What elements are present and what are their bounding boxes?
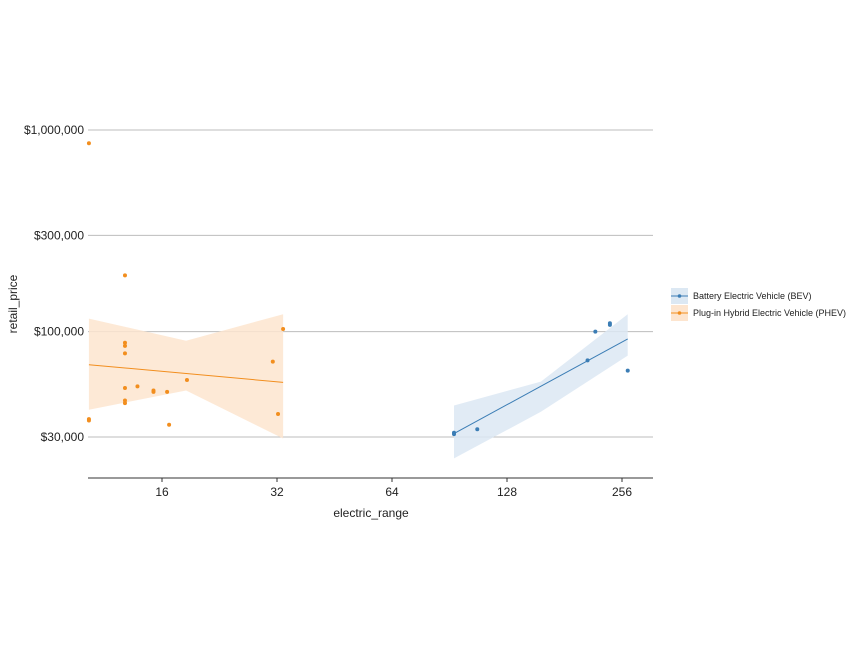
grid-lines bbox=[88, 129, 653, 438]
phev-data-point bbox=[122, 273, 127, 278]
bev-data-point bbox=[585, 358, 590, 363]
x-tick-label: 16 bbox=[155, 485, 169, 499]
phev-data-point bbox=[151, 389, 156, 394]
legend: Battery Electric Vehicle (BEV) Plug-in Hy… bbox=[671, 288, 846, 321]
bev-data-point bbox=[625, 368, 630, 373]
bev-data-point bbox=[452, 432, 457, 437]
phev-data-point bbox=[86, 141, 91, 146]
phev-data-point bbox=[276, 412, 281, 417]
y-axis-title: retail_price bbox=[6, 274, 20, 333]
phev-fit-line bbox=[88, 364, 284, 383]
y-tick-label: $30,000 bbox=[41, 430, 85, 444]
phev-data-point bbox=[184, 378, 189, 383]
y-tick-label: $300,000 bbox=[34, 228, 84, 242]
phev-data-point bbox=[281, 327, 286, 332]
x-tick-label: 32 bbox=[270, 485, 284, 499]
phev-data-point bbox=[122, 343, 127, 348]
bev-fit-line bbox=[453, 338, 628, 435]
x-tick-label: 64 bbox=[385, 485, 399, 499]
bev-legend-label: Battery Electric Vehicle (BEV) bbox=[693, 291, 812, 301]
x-tick-label: 256 bbox=[612, 485, 632, 499]
phev-data-point bbox=[165, 389, 170, 394]
bev-data-point bbox=[593, 329, 598, 334]
phev-data-point bbox=[122, 340, 127, 345]
phev-data-point bbox=[122, 386, 127, 391]
x-tick-label: 128 bbox=[497, 485, 517, 499]
phev-legend-label: Plug-in Hybrid Electric Vehicle (PHEV) bbox=[693, 308, 846, 318]
fit-lines bbox=[88, 338, 628, 435]
phev-data-point bbox=[122, 351, 127, 356]
axes: $30,000 $100,000 $300,000 $1,000,000 16 32 64 1… bbox=[24, 123, 653, 499]
x-axis-title: electric_range bbox=[333, 506, 409, 520]
data-points bbox=[86, 141, 630, 437]
phev-data-point bbox=[167, 422, 172, 427]
bev-data-point bbox=[607, 321, 612, 326]
bev-data-point bbox=[475, 427, 480, 432]
phev-data-point bbox=[270, 359, 275, 364]
phev-confidence-band bbox=[88, 314, 284, 439]
phev-data-point bbox=[122, 401, 127, 406]
phev-data-point bbox=[86, 418, 91, 423]
phev-legend-key-point bbox=[677, 311, 682, 315]
y-tick-label: $100,000 bbox=[34, 325, 84, 339]
phev-data-point bbox=[135, 384, 140, 389]
bev-legend-key-point bbox=[677, 294, 682, 298]
y-tick-label: $1,000,000 bbox=[24, 123, 84, 137]
